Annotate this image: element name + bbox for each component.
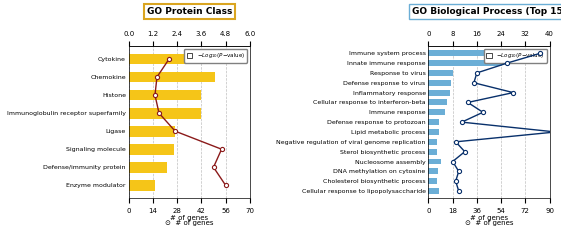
Bar (128, 72, 215, 82)
Bar (429, 50, 545, 56)
Bar (128, 180, 155, 191)
Bar (429, 178, 436, 184)
X-axis label: # of genes: # of genes (470, 215, 508, 221)
Bar (429, 119, 439, 125)
Bar (429, 60, 503, 66)
Bar (429, 168, 438, 174)
Bar (429, 90, 450, 96)
Legend: $-Log_{10}(P\mathregular{-value})$: $-Log_{10}(P\mathregular{-value})$ (484, 49, 547, 63)
Bar (128, 144, 174, 155)
Bar (429, 99, 447, 105)
Bar (429, 149, 436, 155)
X-axis label: # of genes: # of genes (170, 215, 208, 221)
Bar (128, 90, 201, 100)
Text: ⊙  # of genes: ⊙ # of genes (465, 220, 513, 226)
Text: ⊙  # of genes: ⊙ # of genes (165, 220, 214, 226)
Title: GO Biological Process (Top 15): GO Biological Process (Top 15) (412, 7, 561, 16)
Bar (128, 108, 201, 119)
Bar (429, 80, 451, 86)
Bar (128, 54, 246, 64)
Bar (429, 158, 440, 164)
Bar (429, 109, 445, 115)
Legend: $-Log_{10}(P\mathregular{-value})$: $-Log_{10}(P\mathregular{-value})$ (185, 49, 247, 63)
Bar (429, 129, 439, 135)
Title: GO Protein Class: GO Protein Class (146, 7, 232, 16)
Bar (429, 70, 453, 76)
Bar (429, 188, 439, 194)
Bar (429, 139, 436, 145)
Bar (128, 126, 176, 136)
Bar (128, 162, 167, 173)
